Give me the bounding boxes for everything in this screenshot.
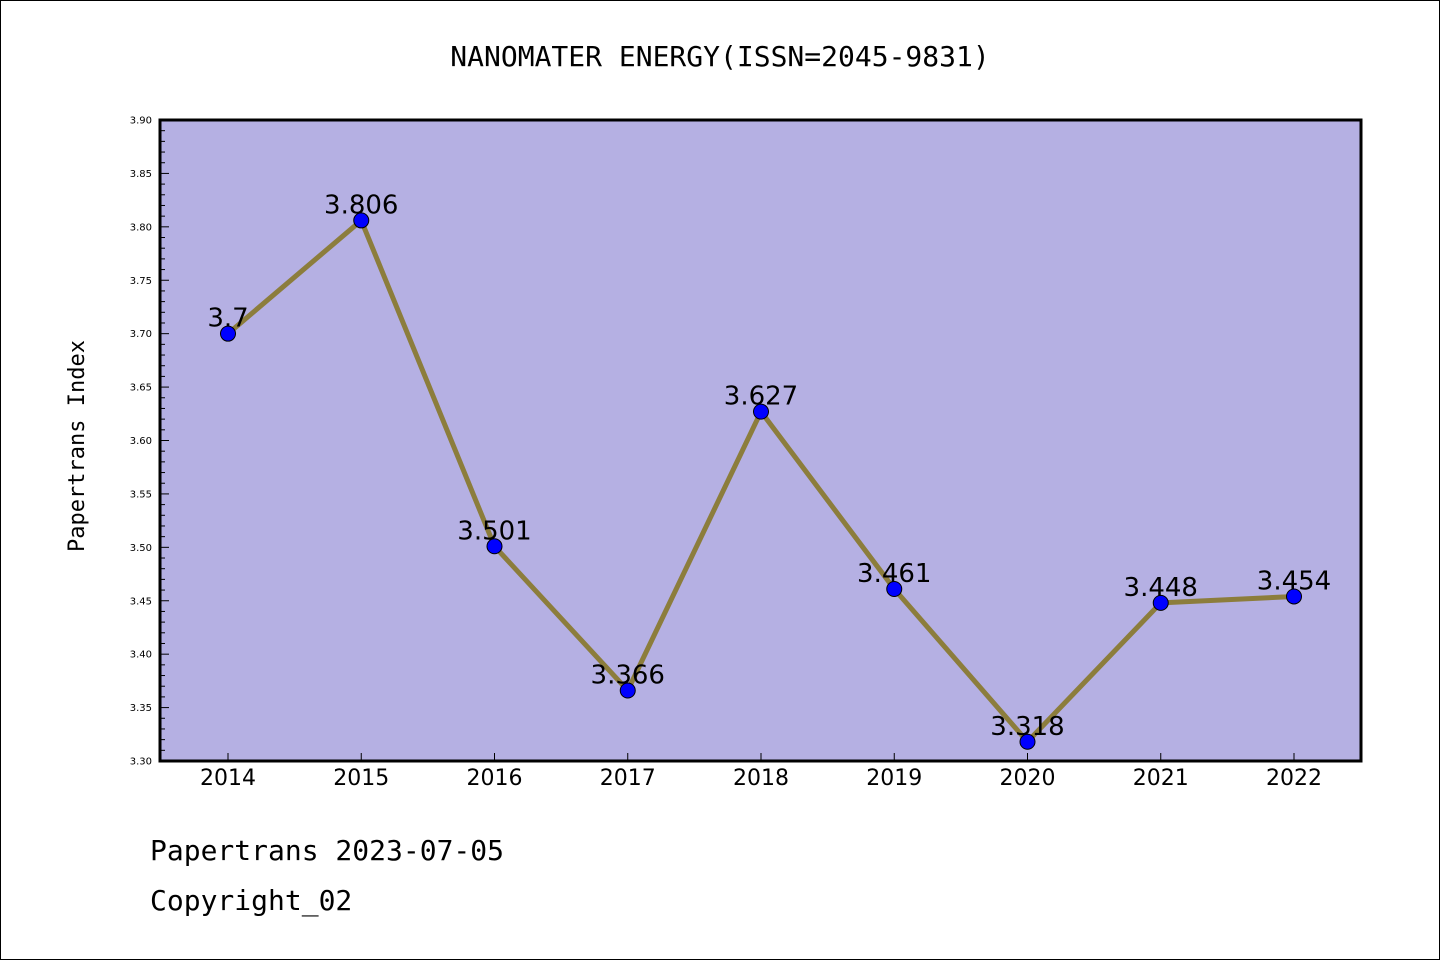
x-tick-label: 2018	[733, 766, 789, 791]
chart-title: NANOMATER ENERGY(ISSN=2045-9831)	[450, 40, 989, 73]
y-tick-label: 3.75	[130, 276, 152, 287]
x-tick-label: 2021	[1133, 766, 1189, 791]
x-tick-label: 2014	[200, 766, 256, 791]
footer-date: Papertrans 2023-07-05	[150, 834, 505, 867]
data-labels: 3.7 3.806 3.501 3.366 3.627 3.461 3.318 3.448 3.…	[207, 190, 1331, 741]
x-tick-label: 2015	[333, 766, 389, 791]
data-point	[353, 212, 370, 229]
data-point	[886, 580, 903, 597]
y-tick-label: 3.55	[130, 489, 152, 500]
data-label: 3.461	[857, 559, 931, 589]
data-point	[486, 538, 503, 555]
data-points	[220, 212, 1302, 750]
data-label: 3.806	[324, 190, 398, 220]
y-tick-label: 3.90	[130, 116, 152, 127]
y-tick-label: 3.30	[130, 757, 152, 768]
data-label: 3.318	[990, 712, 1064, 742]
footer-copyright: Copyright_02	[150, 884, 353, 917]
data-point	[1019, 733, 1036, 750]
x-axis-ticks: 2014 2015 2016 2017 2018 2019 2020 2021 2022	[200, 753, 1322, 791]
y-tick-label: 3.65	[130, 383, 152, 394]
x-tick-label: 2022	[1266, 766, 1322, 791]
y-tick-label: 3.85	[130, 169, 152, 180]
data-point	[1152, 594, 1169, 611]
data-point	[220, 325, 236, 342]
y-tick-label: 3.35	[130, 703, 152, 714]
data-label: 3.366	[591, 660, 665, 690]
data-point	[1286, 588, 1302, 605]
data-point	[753, 403, 769, 420]
y-tick-label: 3.80	[130, 222, 152, 233]
y-tick-label: 3.40	[130, 650, 152, 661]
y-tick-label: 3.60	[130, 436, 152, 447]
y-tick-label: 3.45	[130, 596, 152, 607]
data-label: 3.454	[1257, 566, 1331, 596]
plot-border	[158, 118, 1363, 763]
data-label: 3.501	[457, 516, 531, 546]
x-tick-label: 2020	[1000, 766, 1056, 791]
x-tick-label: 2019	[866, 766, 922, 791]
data-point	[619, 682, 636, 699]
y-tick-label: 3.70	[130, 329, 152, 340]
y-tick-label: 3.50	[130, 543, 152, 554]
data-label: 3.7	[207, 304, 248, 334]
data-label: 3.448	[1124, 573, 1198, 603]
data-label: 3.627	[724, 382, 798, 412]
x-tick-label: 2017	[600, 766, 656, 791]
x-tick-label: 2016	[467, 766, 523, 791]
y-axis-label: Papertrans Index	[65, 340, 90, 552]
